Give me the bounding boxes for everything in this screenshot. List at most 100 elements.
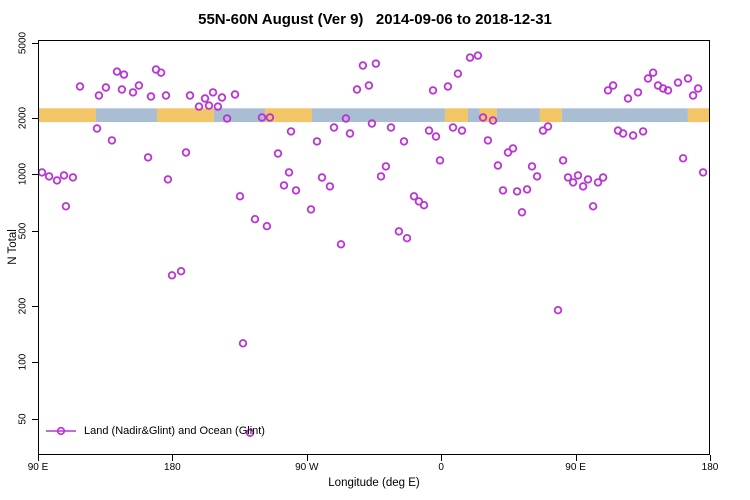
data-point bbox=[371, 59, 381, 68]
x-tick-label: 90 E bbox=[565, 462, 586, 473]
data-point bbox=[200, 94, 210, 103]
data-point bbox=[419, 200, 429, 210]
data-point bbox=[465, 53, 475, 62]
x-tick-label: 90 E bbox=[27, 462, 49, 473]
data-point bbox=[92, 124, 102, 133]
data-point bbox=[583, 175, 593, 184]
data-point bbox=[230, 90, 240, 99]
data-point bbox=[44, 172, 54, 181]
data-point bbox=[167, 271, 177, 280]
data-point bbox=[325, 182, 335, 191]
y-tick-label: 500 bbox=[17, 222, 29, 240]
y-tick bbox=[32, 362, 38, 364]
map-band-segment-ocean bbox=[561, 108, 688, 123]
data-point bbox=[498, 186, 508, 195]
data-point bbox=[638, 127, 648, 136]
y-tick-label: 50 bbox=[17, 413, 29, 425]
data-point bbox=[448, 123, 458, 132]
data-point bbox=[443, 82, 453, 91]
data-point bbox=[527, 162, 537, 171]
data-point bbox=[358, 61, 368, 70]
plot-area bbox=[38, 40, 710, 455]
map-band-segment-land bbox=[479, 108, 497, 123]
data-point bbox=[453, 69, 463, 78]
data-point bbox=[508, 144, 518, 153]
data-point bbox=[61, 202, 71, 211]
data-point bbox=[553, 306, 563, 315]
data-point bbox=[663, 86, 673, 95]
legend-label: Land (Nadir&Glint) and Ocean (Glint) bbox=[84, 425, 265, 437]
y-tick-label: 1000 bbox=[17, 163, 29, 186]
x-tick-label: 0 bbox=[438, 462, 444, 473]
data-point bbox=[478, 113, 488, 122]
data-point bbox=[558, 156, 568, 165]
x-tick-label: 180 bbox=[164, 462, 181, 473]
data-point bbox=[134, 81, 144, 90]
x-tick bbox=[172, 455, 174, 461]
data-point bbox=[678, 154, 688, 163]
data-point bbox=[128, 88, 138, 97]
map-band-segment-ocean bbox=[496, 108, 540, 123]
data-point bbox=[538, 126, 548, 135]
data-point bbox=[329, 123, 339, 132]
data-point bbox=[94, 91, 104, 100]
data-point bbox=[222, 114, 232, 123]
data-point bbox=[628, 131, 638, 140]
data-point bbox=[245, 428, 255, 437]
legend: Land (Nadir&Glint) and Ocean (Glint) bbox=[44, 425, 265, 437]
data-point bbox=[208, 88, 218, 97]
map-band-segment-ocean bbox=[467, 108, 480, 123]
y-tick-label: 100 bbox=[17, 353, 29, 371]
data-point bbox=[399, 137, 409, 146]
y-tick bbox=[32, 43, 38, 45]
y-tick bbox=[32, 230, 38, 232]
data-point bbox=[312, 137, 322, 146]
data-point bbox=[146, 92, 156, 101]
data-point bbox=[250, 214, 260, 224]
data-point bbox=[435, 156, 445, 165]
data-point bbox=[52, 176, 62, 185]
map-band-segment-ocean bbox=[312, 108, 445, 123]
data-point bbox=[402, 233, 412, 243]
data-point bbox=[257, 113, 267, 122]
data-point bbox=[578, 182, 588, 191]
data-point bbox=[431, 132, 441, 141]
data-point bbox=[517, 208, 527, 217]
map-band-segment-ocean bbox=[95, 108, 158, 123]
data-point bbox=[341, 114, 351, 123]
data-point bbox=[698, 168, 708, 177]
data-point bbox=[143, 153, 153, 162]
x-tick bbox=[441, 455, 443, 461]
x-tick bbox=[38, 455, 39, 461]
data-point bbox=[483, 136, 493, 145]
data-point bbox=[424, 126, 434, 135]
y-tick bbox=[32, 418, 38, 420]
data-point bbox=[112, 67, 122, 76]
map-band-segment-land bbox=[38, 108, 96, 123]
data-point bbox=[204, 101, 214, 110]
data-point bbox=[119, 70, 129, 79]
x-tick-label: 90 W bbox=[295, 462, 319, 473]
data-point bbox=[291, 186, 301, 195]
data-point bbox=[603, 86, 613, 95]
data-point bbox=[493, 161, 503, 170]
data-point bbox=[101, 83, 111, 92]
data-point bbox=[394, 227, 404, 236]
data-point bbox=[608, 81, 618, 90]
data-point bbox=[683, 74, 693, 83]
data-point bbox=[414, 197, 424, 206]
data-point bbox=[235, 192, 245, 201]
data-point bbox=[386, 123, 396, 132]
data-point bbox=[457, 126, 467, 135]
data-point bbox=[573, 171, 583, 180]
x-tick-label: 180 bbox=[701, 462, 719, 473]
data-point bbox=[273, 149, 283, 158]
data-point bbox=[194, 102, 204, 111]
chart-title: 55N-60N August (Ver 9) 2014-09-06 to 201… bbox=[198, 11, 552, 28]
data-point bbox=[488, 116, 498, 125]
data-point bbox=[279, 181, 289, 190]
data-point bbox=[336, 240, 346, 249]
data-point bbox=[568, 178, 578, 187]
data-point bbox=[306, 205, 316, 214]
